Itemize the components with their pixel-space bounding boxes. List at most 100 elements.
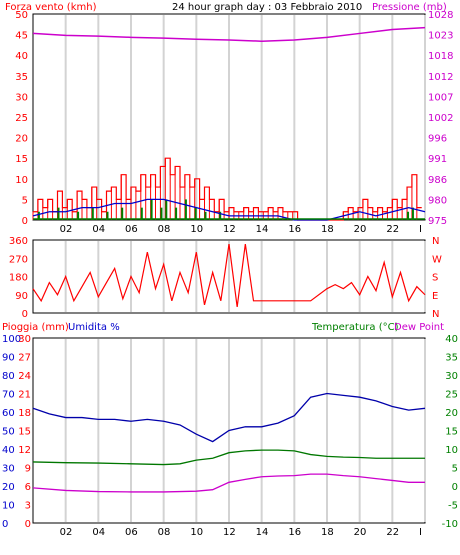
graph-title: 24 hour graph day : 03 Febbraio 2010 [172,2,362,13]
rain-tick-label: 18 [18,408,31,419]
x-tick-label: 02 [60,527,73,538]
wind-tick-label: 50 [15,10,28,21]
x-tick-label: 02 [60,224,73,235]
humidity-tick-label: 0 [2,519,8,530]
wind-tick-label: 0 [22,216,28,227]
compass-label: W [432,254,442,265]
rain-tick-label: 12 [18,445,31,456]
temperature-tick-label: 30 [445,371,458,382]
pressure-tick-label: 996 [428,134,447,145]
humidity-tick-label: 70 [2,390,15,401]
humidity-tick-label: 10 [2,501,15,512]
direction-tick-label: 360 [9,236,28,247]
direction-tick-label: 90 [15,291,28,302]
x-tick-label: 22 [386,527,399,538]
pressure-tick-label: 986 [428,175,447,186]
wind-tick-label: 35 [15,72,28,83]
x-tick-label: 20 [354,224,367,235]
x-tick-label: I [419,224,422,235]
pressure-axis: 975 980 986 991 996 1002 1007 1012 1018 1023 1028 [428,10,453,227]
pressure-tick-label: 1002 [428,113,453,124]
wind-tick-label: 10 [15,175,28,186]
rain-axis-title: Pioggia (mm) [2,322,69,333]
x-tick-label: 04 [92,224,105,235]
rain-tick-label: 27 [18,353,31,364]
humidity-tick-label: 40 [2,445,15,456]
x-tick-label: 22 [386,224,399,235]
pressure-tick-label: 1028 [428,10,453,21]
x-tick-label: 12 [223,527,236,538]
x-tick-label: 10 [190,527,203,538]
wind-speed-axis: 0 5 10 15 20 25 30 35 40 45 50 [15,10,28,227]
x-tick-label: 08 [158,224,171,235]
temperature-tick-label: -5 [448,501,458,512]
humidity-tick-label: 80 [2,371,15,382]
direction-panel-grid [64,241,426,312]
rain-tick-label: 21 [18,390,31,401]
x-tick-label: 20 [354,527,367,538]
rain-tick-label: 9 [25,464,31,475]
humidity-tick-label: 20 [2,482,15,493]
wind-tick-label: 20 [15,134,28,145]
temperature-tick-label: 5 [452,464,458,475]
compass-label: N [432,236,439,247]
x-tick-label: 10 [190,224,203,235]
x-tick-label: 06 [125,527,138,538]
x-tick-label: 18 [321,527,334,538]
direction-degree-axis: 0 90 180 270 360 [9,236,28,320]
x-tick-label: 16 [288,224,301,235]
wind-average-line [32,198,426,221]
wind-panel-marks [32,26,426,221]
wind-axis-title: Forza vento (kmh) [5,2,97,13]
temperature-line [32,449,425,466]
rain-tick-label: 6 [25,482,31,493]
direction-panel-marks [32,243,426,307]
direction-tick-label: 270 [9,254,28,265]
humidity-tick-label: 60 [2,408,15,419]
compass-label: S [432,273,438,284]
x-tick-label: 08 [158,527,171,538]
temperature-tick-label: 40 [445,334,458,345]
compass-label: N [432,309,439,320]
humidity-line [32,392,426,443]
pressure-tick-label: 991 [428,154,447,165]
temperature-tick-label: 10 [445,445,458,456]
humidity-panel-marks [32,392,426,493]
x-tick-label: 12 [223,224,236,235]
temperature-tick-label: -10 [442,519,458,530]
pressure-tick-label: 1018 [428,51,453,62]
x-tick-label: 06 [125,224,138,235]
wind-tick-label: 45 [15,31,28,42]
wind-time-axis: 02 04 06 08 10 12 14 16 18 20 22 I [60,224,422,235]
rain-tick-label: 24 [18,371,31,382]
humidity-tick-label: 50 [2,427,15,438]
pressure-line [32,26,426,42]
wind-panel-grid [64,15,426,219]
wind-tick-label: 15 [15,154,28,165]
rain-tick-label: 0 [25,519,31,530]
pressure-tick-label: 980 [428,195,447,206]
wind-direction-line [32,243,426,307]
humidity-time-axis: 02 04 06 08 10 12 14 16 18 20 22 I [60,527,422,538]
x-tick-label: 14 [256,527,269,538]
temperature-tick-label: 0 [452,482,458,493]
dewpoint-axis-title: Dew Point [394,322,444,333]
temperature-tick-label: 20 [445,408,458,419]
x-tick-label: 18 [321,224,334,235]
pressure-axis-title: Pressione (mb) [372,2,447,13]
direction-tick-label: 180 [9,273,28,284]
pressure-tick-label: 1007 [428,92,453,103]
humidity-tick-label: 30 [2,464,15,475]
dewpoint-line [32,473,425,493]
rain-tick-label: 30 [18,334,31,345]
pressure-tick-label: 975 [428,216,447,227]
temperature-axis: -10 -5 0 5 10 15 20 25 30 35 40 [442,334,458,530]
x-tick-label: 04 [92,527,105,538]
wind-tick-label: 30 [15,92,28,103]
wind-tick-label: 25 [15,113,28,124]
humidity-rain-axis: 0 10 20 30 40 50 60 70 80 90 100 0 3 6 9 12 15 18 21 24 27 30 [2,334,31,530]
humidity-tick-label: 90 [2,353,15,364]
temperature-tick-label: 35 [445,353,458,364]
